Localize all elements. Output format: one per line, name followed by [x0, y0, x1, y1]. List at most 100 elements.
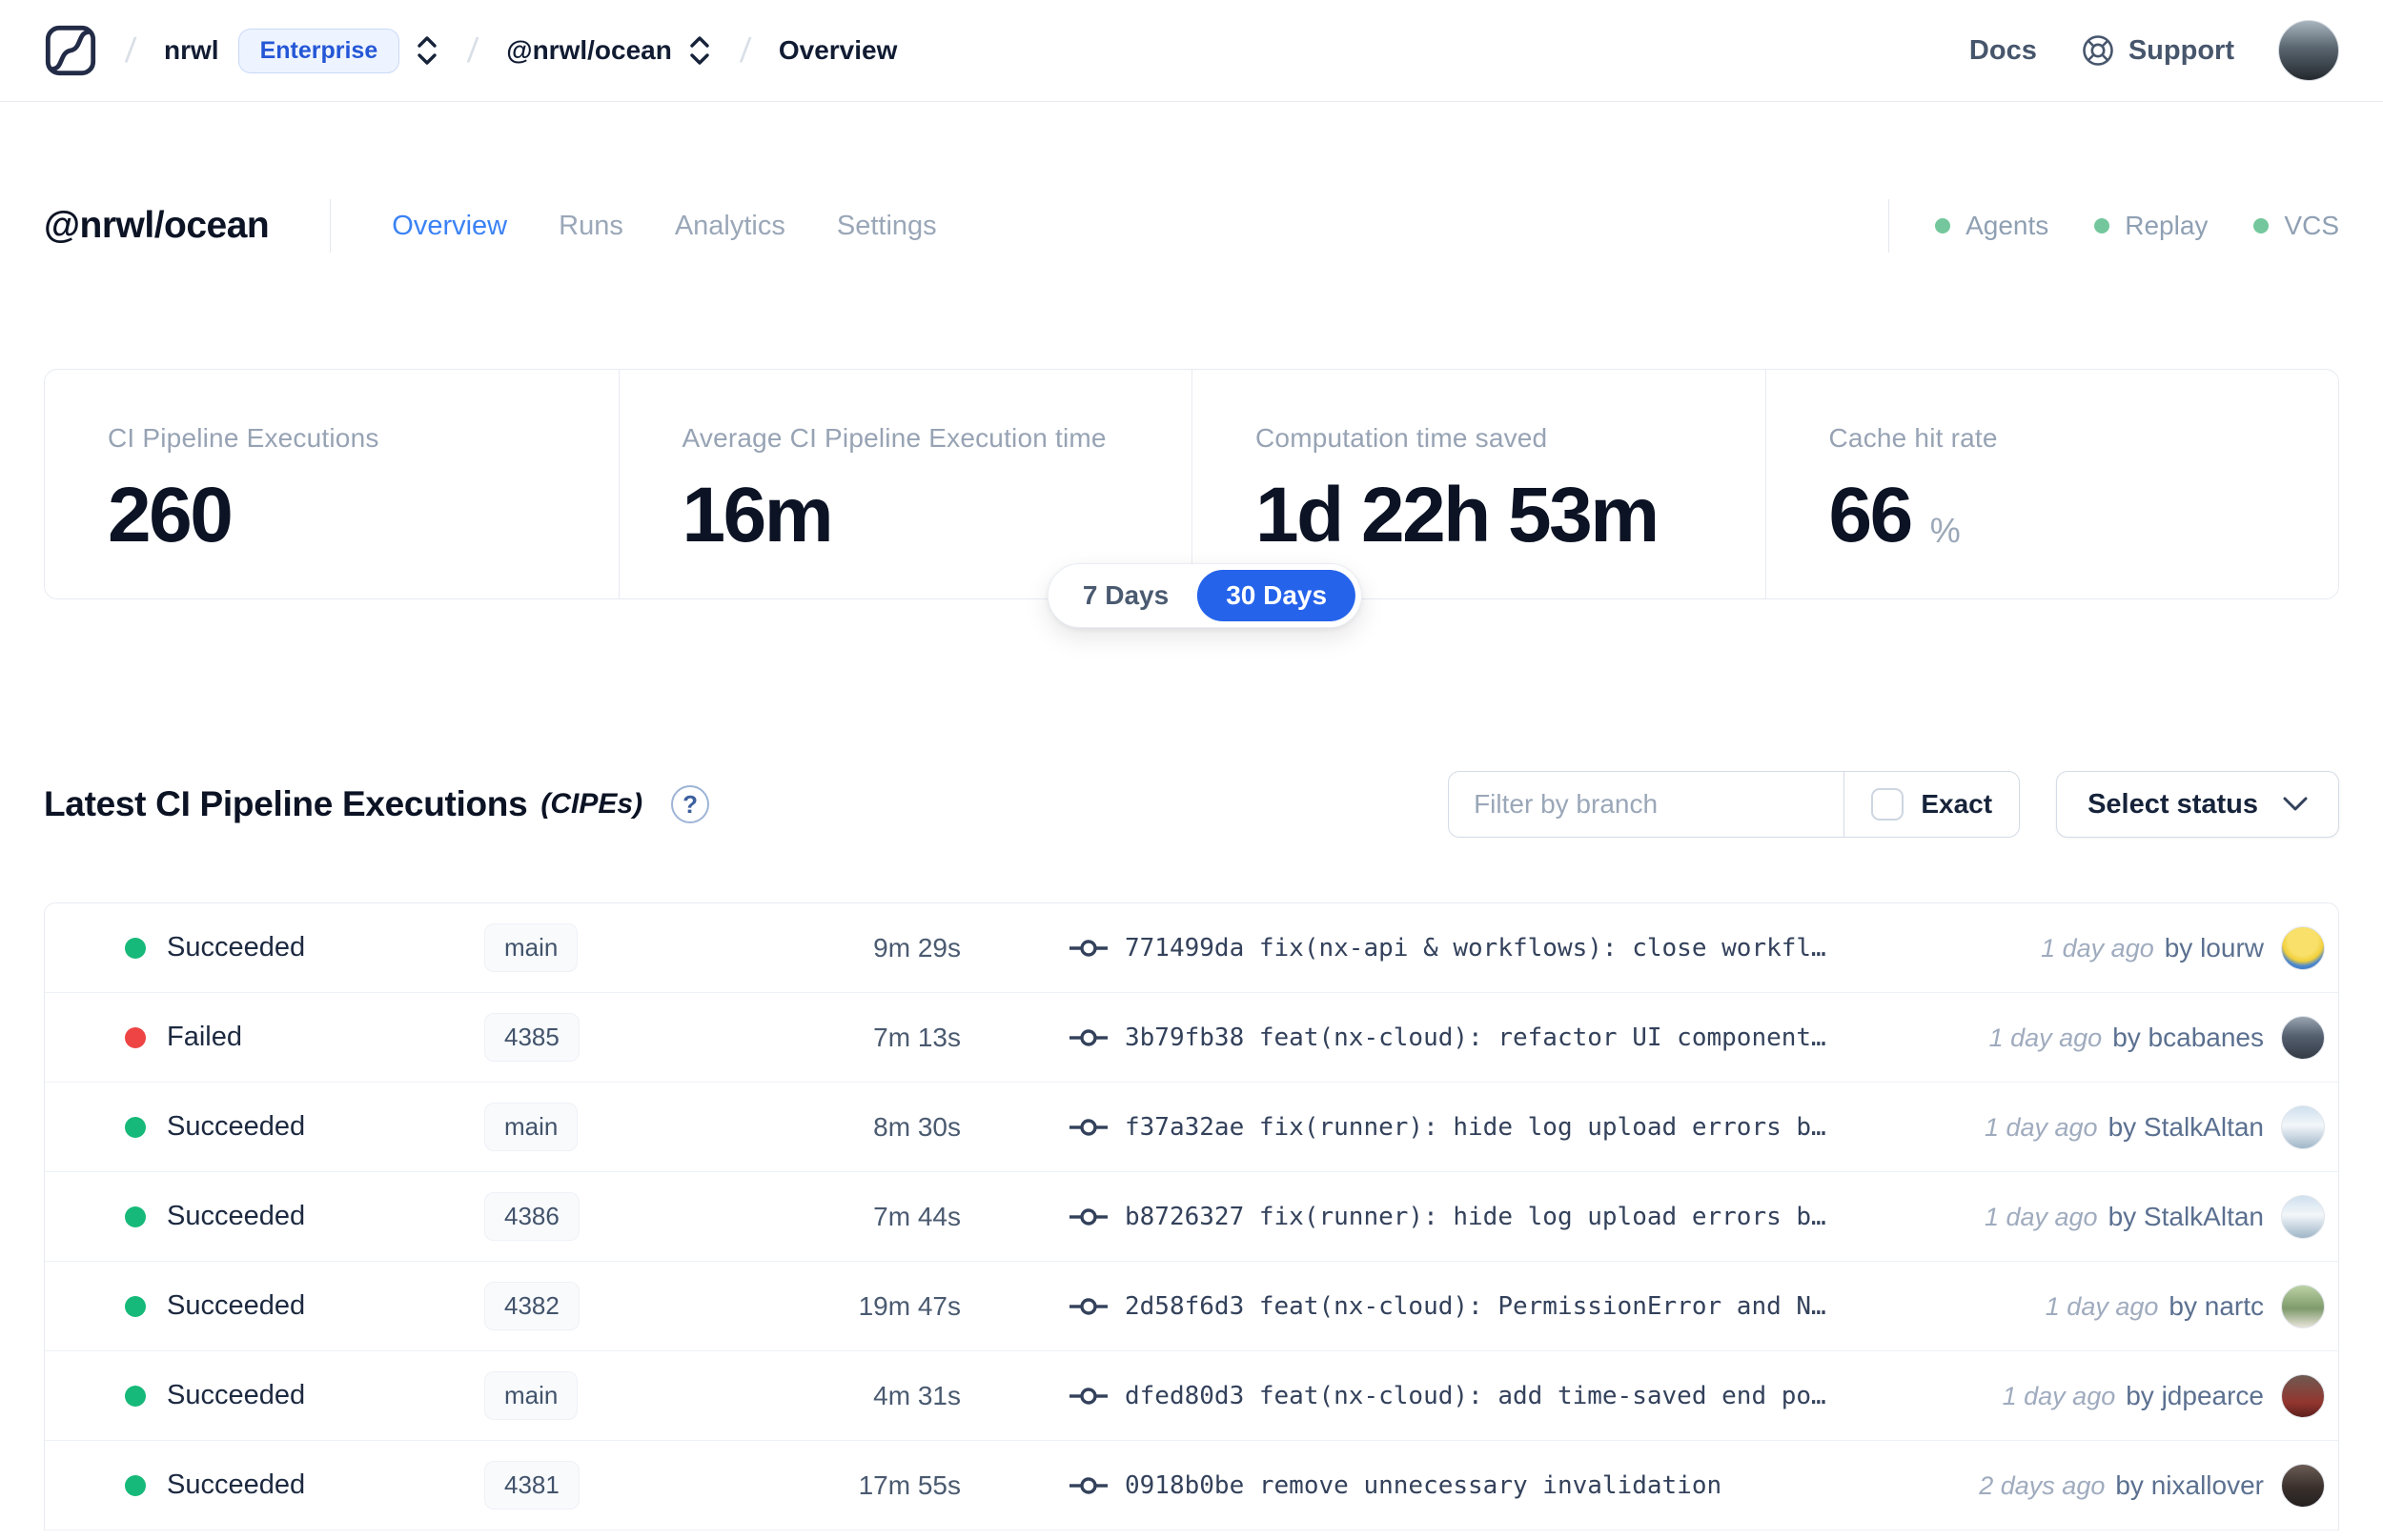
stat-value-number: 16m — [682, 472, 834, 558]
commit-hash-and-message: f37a32ae fix(runner): hide log upload er… — [1125, 1112, 1826, 1142]
exact-toggle[interactable]: Exact — [1844, 788, 2019, 821]
branch-badge[interactable]: main — [484, 1103, 579, 1151]
row-branch: 4382 — [484, 1282, 761, 1330]
branch-badge[interactable]: 4385 — [484, 1013, 580, 1062]
range-option-7-days[interactable]: 7 Days — [1082, 580, 1170, 610]
row-meta: 1 day ago by StalkAltan — [1962, 1112, 2264, 1143]
green-dot-icon — [1935, 218, 1951, 233]
exact-checkbox[interactable] — [1871, 788, 1904, 821]
executions-title: Latest CI Pipeline Executions — [44, 784, 528, 823]
support-link[interactable]: Support — [2081, 33, 2234, 68]
tab-settings[interactable]: Settings — [836, 210, 937, 241]
branch-badge[interactable]: 4382 — [484, 1282, 580, 1330]
top-nav: / nrwl Enterprise / @nrwl/ocean / Overvi… — [0, 0, 2383, 102]
breadcrumb-workspace[interactable]: @nrwl/ocean — [506, 35, 672, 65]
divider — [1888, 199, 1890, 253]
author-avatar[interactable] — [2281, 1015, 2325, 1060]
row-author: by jdpearce — [2126, 1380, 2264, 1410]
table-row[interactable]: Succeeded main 4m 31s dfed80d3 feat(nx-clou… — [45, 1351, 2338, 1441]
author-avatar[interactable] — [2281, 925, 2325, 970]
author-avatar[interactable] — [2281, 1284, 2325, 1328]
row-timestamp: 1 day ago — [2045, 1291, 2159, 1321]
stat-card: Cache hit rate 66% — [1764, 370, 2339, 598]
branch-badge[interactable]: 4386 — [484, 1192, 580, 1241]
enterprise-badge[interactable]: Enterprise — [237, 28, 400, 73]
help-icon[interactable]: ? — [671, 785, 710, 823]
divider — [330, 199, 332, 253]
table-row[interactable]: Succeeded main 8m 30s f37a32ae fix(runner):… — [45, 1083, 2338, 1172]
git-commit-icon — [1069, 939, 1108, 957]
author-avatar[interactable] — [2281, 1104, 2325, 1149]
row-meta: 1 day ago by lourw — [2018, 933, 2264, 963]
status-dot-icon — [125, 1206, 146, 1227]
row-commit[interactable]: b8726327 fix(runner): hide log upload er… — [1069, 1203, 1962, 1231]
stat-label: Cache hit rate — [1828, 423, 1998, 453]
author-avatar[interactable] — [2281, 1373, 2325, 1418]
status-indicator-label: VCS — [2284, 211, 2339, 240]
status-indicator-vcs: VCS — [2253, 211, 2339, 241]
stat-value-suffix: % — [1929, 511, 1961, 550]
table-row[interactable]: Succeeded 4381 17m 55s 0918b0be remove unne… — [45, 1441, 2338, 1530]
table-row[interactable]: Succeeded main 9m 29s 771499da fix(nx-api &… — [45, 903, 2338, 993]
status-dot-icon — [125, 1474, 146, 1496]
row-commit[interactable]: 3b79fb38 feat(nx-cloud): refactor UI com… — [1069, 1023, 1966, 1052]
executions-header: Latest CI Pipeline Executions (CIPEs) ? … — [44, 771, 2339, 838]
green-dot-icon — [2094, 218, 2110, 233]
table-row[interactable]: Succeeded 4386 7m 44s b8726327 fix(runner):… — [45, 1172, 2338, 1262]
chevron-down-icon — [2283, 797, 2308, 811]
stat-label: CI Pipeline Executions — [108, 423, 379, 453]
git-commit-icon — [1069, 1476, 1108, 1494]
status-dot-icon — [125, 937, 146, 959]
row-commit[interactable]: 771499da fix(nx-api & workflows): close … — [1069, 934, 2018, 962]
row-commit[interactable]: 2d58f6d3 feat(nx-cloud): PermissionError… — [1069, 1292, 2023, 1321]
row-meta: 2 days ago by nixallover — [1956, 1470, 2264, 1501]
row-duration: 8m 30s — [873, 1111, 961, 1142]
row-author: by nixallover — [2115, 1469, 2264, 1500]
workspace-switcher-chevrons-icon[interactable] — [687, 33, 712, 68]
workspace-title: @nrwl/ocean — [44, 205, 270, 246]
branch-filter-input[interactable] — [1449, 772, 1843, 837]
branch-badge[interactable]: 4381 — [484, 1461, 580, 1510]
status-dot-icon — [125, 1116, 146, 1138]
row-duration: 9m 29s — [873, 932, 961, 962]
status-select[interactable]: Select status — [2056, 771, 2339, 838]
tab-runs[interactable]: Runs — [559, 210, 623, 241]
git-commit-icon — [1069, 1028, 1108, 1046]
row-commit[interactable]: 0918b0be remove unnecessary invalidation — [1069, 1471, 1956, 1500]
tab-overview[interactable]: Overview — [392, 210, 508, 241]
row-branch: 4386 — [484, 1192, 761, 1241]
row-commit[interactable]: f37a32ae fix(runner): hide log upload er… — [1069, 1113, 1962, 1142]
tab-analytics[interactable]: Analytics — [674, 210, 785, 241]
row-duration: 7m 44s — [873, 1201, 961, 1231]
status-indicator-label: Replay — [2125, 211, 2209, 240]
range-option-30-days[interactable]: 30 Days — [1197, 570, 1356, 621]
docs-link[interactable]: Docs — [1968, 34, 2037, 66]
executions-title-suffix: (CIPEs) — [540, 788, 643, 820]
branch-badge[interactable]: main — [484, 923, 579, 972]
org-switcher-chevrons-icon[interactable] — [415, 33, 439, 68]
table-row[interactable]: Failed 4385 7m 13s 3b79fb38 feat(nx-cloud):… — [45, 993, 2338, 1083]
row-timestamp: 1 day ago — [1984, 1112, 2098, 1142]
row-duration: 17m 55s — [858, 1469, 961, 1500]
stat-value-number: 260 — [108, 472, 234, 558]
commit-hash-and-message: 3b79fb38 feat(nx-cloud): refactor UI com… — [1125, 1023, 1826, 1052]
nx-cloud-logo-icon[interactable] — [44, 24, 97, 77]
author-avatar[interactable] — [2281, 1463, 2325, 1508]
stat-value-number: 66 — [1828, 472, 1914, 558]
executions-table: Succeeded main 9m 29s 771499da fix(nx-api &… — [44, 902, 2339, 1530]
branch-badge[interactable]: main — [484, 1371, 579, 1420]
breadcrumb-page: Overview — [778, 35, 898, 65]
user-avatar[interactable] — [2278, 20, 2339, 81]
author-avatar[interactable] — [2281, 1194, 2325, 1239]
row-meta: 1 day ago by jdpearce — [1980, 1381, 2264, 1411]
row-timestamp: 1 day ago — [2002, 1381, 2116, 1410]
date-range-toggle: 7 Days 30 Days — [1047, 563, 1363, 628]
git-commit-icon — [1069, 1118, 1108, 1136]
status-dot-icon — [125, 1295, 146, 1317]
table-row[interactable]: Succeeded 4382 19m 47s 2d58f6d3 feat(nx-clo… — [45, 1262, 2338, 1351]
row-commit[interactable]: dfed80d3 feat(nx-cloud): add time-saved … — [1069, 1382, 1980, 1410]
row-meta: 1 day ago by StalkAltan — [1962, 1202, 2264, 1232]
breadcrumb-org[interactable]: nrwl — [164, 35, 219, 65]
commit-hash-and-message: 2d58f6d3 feat(nx-cloud): PermissionError… — [1125, 1291, 1826, 1321]
row-timestamp: 2 days ago — [1979, 1470, 2106, 1500]
